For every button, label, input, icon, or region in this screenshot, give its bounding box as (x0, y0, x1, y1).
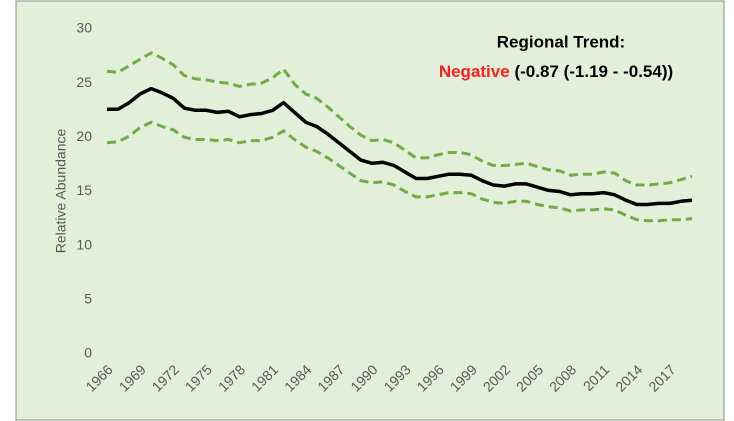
y-tick-label: 20 (76, 128, 92, 144)
trend-detail: (-0.87 (-1.19 - -0.54)) (514, 62, 673, 81)
y-tick-label: 15 (76, 182, 92, 198)
y-axis-label: Relative Abundance (53, 129, 69, 254)
y-tick-label: 30 (76, 20, 92, 36)
annotation-title: Regional Trend: (497, 32, 625, 51)
interval-line (106, 120, 693, 223)
y-tick-label: 10 (76, 236, 92, 252)
interval-line (106, 51, 693, 187)
trend-label: Negative (439, 62, 510, 81)
trend-line (107, 86, 693, 207)
annotation: Negative (-0.87 (-1.19 - -0.54)) (439, 62, 673, 81)
y-tick-label: 0 (84, 345, 92, 361)
y-tick-label: 5 (84, 291, 92, 307)
y-tick-label: 25 (76, 74, 92, 90)
